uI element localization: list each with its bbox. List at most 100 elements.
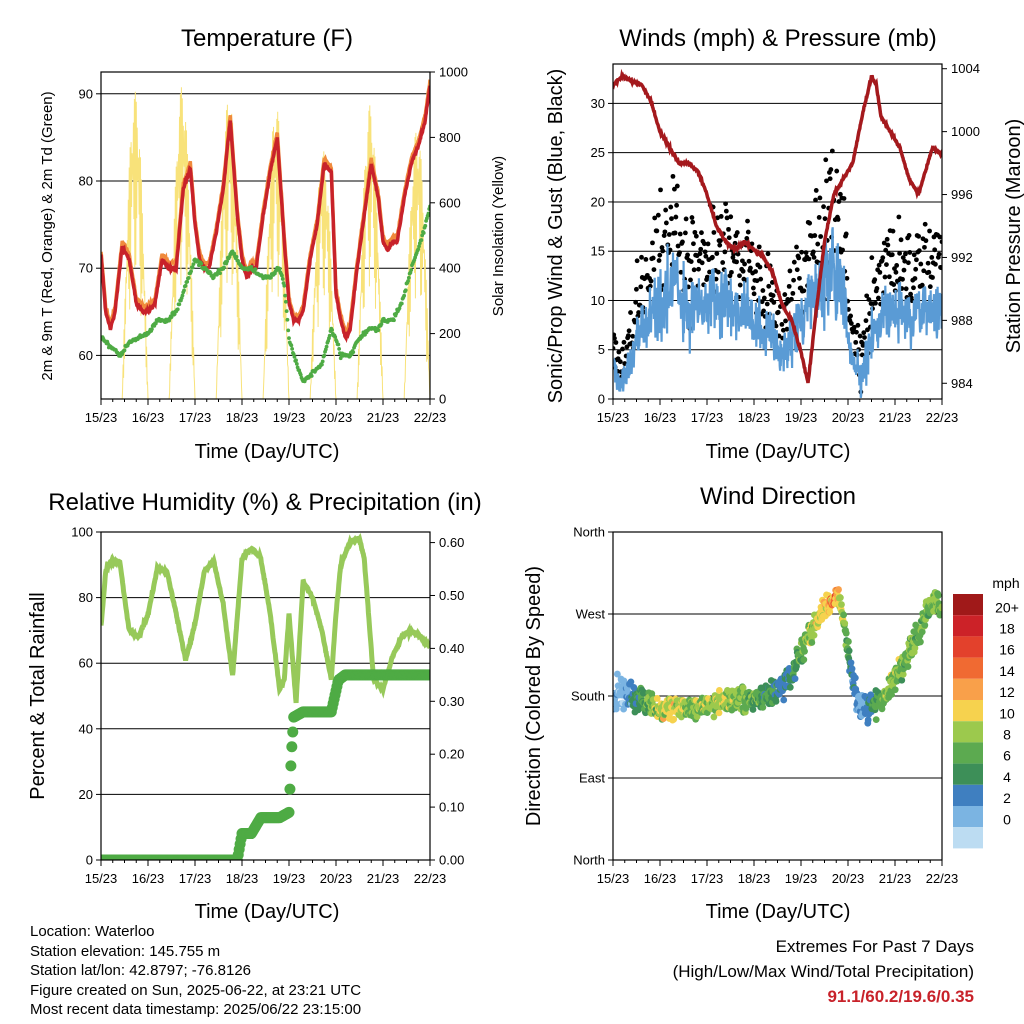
direction-point bbox=[838, 601, 845, 608]
extremes-sub: (High/Low/Max Wind/Total Precipitation) bbox=[672, 962, 974, 981]
gust-point bbox=[660, 248, 666, 254]
direction-point bbox=[808, 639, 816, 646]
legend-label: 2 bbox=[1003, 790, 1011, 806]
legend-swatch bbox=[953, 615, 983, 637]
gust-point bbox=[657, 252, 663, 258]
gust-point bbox=[817, 195, 823, 201]
legend-swatch bbox=[953, 784, 983, 806]
gust-point bbox=[682, 230, 688, 236]
x-tick-label: 22/23 bbox=[414, 410, 447, 425]
humidity-precip-panel: Relative Humidity (%) & Precipitation (i… bbox=[27, 489, 482, 923]
gust-point bbox=[922, 221, 928, 227]
dewpoint-point bbox=[234, 254, 239, 259]
gust-point bbox=[905, 260, 911, 266]
gust-point bbox=[691, 241, 696, 247]
y2-tick-label: 996 bbox=[951, 187, 973, 202]
y2-tick-label: 200 bbox=[439, 326, 461, 341]
y-tick-label: 80 bbox=[79, 590, 93, 605]
direction-point bbox=[864, 716, 872, 724]
gust-point bbox=[655, 212, 661, 218]
temperature-y2label: Solar Insolation (Yellow) bbox=[490, 156, 507, 316]
dewpoint-point bbox=[399, 301, 404, 306]
direction-point bbox=[851, 674, 859, 682]
gust-point bbox=[634, 258, 640, 264]
gust-point bbox=[717, 242, 723, 248]
dewpoint-point bbox=[402, 293, 407, 298]
gust-point bbox=[621, 339, 627, 345]
direction-point bbox=[624, 687, 632, 695]
wind-pressure-y2label: Station Pressure (Maroon) bbox=[1003, 119, 1024, 354]
gust-point bbox=[670, 173, 676, 179]
x-tick-label: 15/23 bbox=[85, 871, 118, 886]
gust-point bbox=[748, 265, 753, 271]
gust-point bbox=[685, 252, 690, 258]
x-tick-label: 19/23 bbox=[785, 871, 818, 886]
dewpoint-point bbox=[397, 306, 402, 311]
dewpoint-point bbox=[289, 343, 294, 348]
station-latlon: Station lat/lon: 42.8797; -76.8126 bbox=[30, 962, 252, 980]
gust-point bbox=[758, 276, 764, 282]
wind-pressure-title: Winds (mph) & Pressure (mb) bbox=[619, 25, 936, 52]
gust-point bbox=[735, 251, 741, 257]
gust-point bbox=[885, 242, 891, 248]
gust-point bbox=[663, 220, 669, 226]
gust-point bbox=[854, 329, 859, 335]
gust-point bbox=[713, 276, 719, 282]
gust-point bbox=[913, 266, 919, 272]
gust-point bbox=[794, 267, 800, 273]
gust-point bbox=[693, 233, 699, 239]
y2-tick-label: 400 bbox=[439, 261, 461, 276]
y-tick-label: 30 bbox=[591, 96, 605, 111]
direction-point bbox=[898, 676, 906, 684]
gust-point bbox=[726, 235, 732, 241]
gust-point bbox=[930, 275, 935, 280]
x-tick-label: 20/23 bbox=[832, 410, 865, 425]
gust-point bbox=[914, 257, 919, 263]
station-info: Location: Waterloo Station elevation: 14… bbox=[30, 922, 361, 1020]
direction-point bbox=[739, 684, 747, 692]
gust-point bbox=[672, 230, 678, 236]
dewpoint-point bbox=[277, 266, 282, 271]
gust-point bbox=[861, 330, 867, 336]
dewpoint-point bbox=[249, 264, 254, 269]
direction-point bbox=[710, 713, 718, 721]
direction-point bbox=[613, 670, 621, 678]
direction-point bbox=[715, 687, 723, 694]
direction-point bbox=[847, 659, 855, 667]
gust-point bbox=[625, 333, 631, 339]
direction-point bbox=[848, 665, 856, 673]
gust-point bbox=[783, 318, 788, 324]
gust-point bbox=[896, 214, 902, 220]
gust-point bbox=[875, 295, 881, 301]
wind-direction-title: Wind Direction bbox=[700, 483, 856, 510]
plot-area bbox=[613, 68, 942, 399]
precip-point bbox=[283, 806, 295, 818]
legend-label: 0 bbox=[1003, 811, 1011, 827]
gust-point bbox=[699, 260, 705, 266]
y-tick-label: East bbox=[579, 771, 605, 786]
x-tick-label: 18/23 bbox=[226, 871, 259, 886]
dewpoint-point bbox=[330, 328, 334, 332]
gust-point bbox=[715, 269, 721, 275]
humidity-precip-ylabel: Percent & Total Rainfall bbox=[27, 592, 49, 800]
dewpoint-point bbox=[287, 336, 291, 341]
recent-timestamp: Most recent data timestamp: 2025/06/22 2… bbox=[30, 1001, 362, 1019]
gust-point bbox=[754, 278, 760, 284]
gust-point bbox=[818, 234, 824, 239]
gust-point bbox=[638, 284, 644, 290]
y2-tick-label: 1000 bbox=[439, 65, 468, 80]
direction-point bbox=[845, 647, 853, 655]
y-tick-label: West bbox=[576, 607, 606, 622]
gust-point bbox=[857, 333, 863, 339]
dewpoint-point bbox=[285, 317, 290, 322]
gust-point bbox=[891, 282, 897, 287]
gust-point bbox=[821, 204, 826, 210]
legend-label: 8 bbox=[1003, 727, 1011, 743]
temperature-plot: 60 70 80 90 0 200 400 600 800 1000 15/23 16/23 17/23… bbox=[79, 65, 468, 426]
gust-point bbox=[912, 276, 918, 281]
gust-point bbox=[639, 254, 644, 260]
y2-tick-label: 0.30 bbox=[439, 694, 464, 709]
legend-swatch bbox=[953, 678, 983, 700]
gust-point bbox=[824, 178, 829, 184]
